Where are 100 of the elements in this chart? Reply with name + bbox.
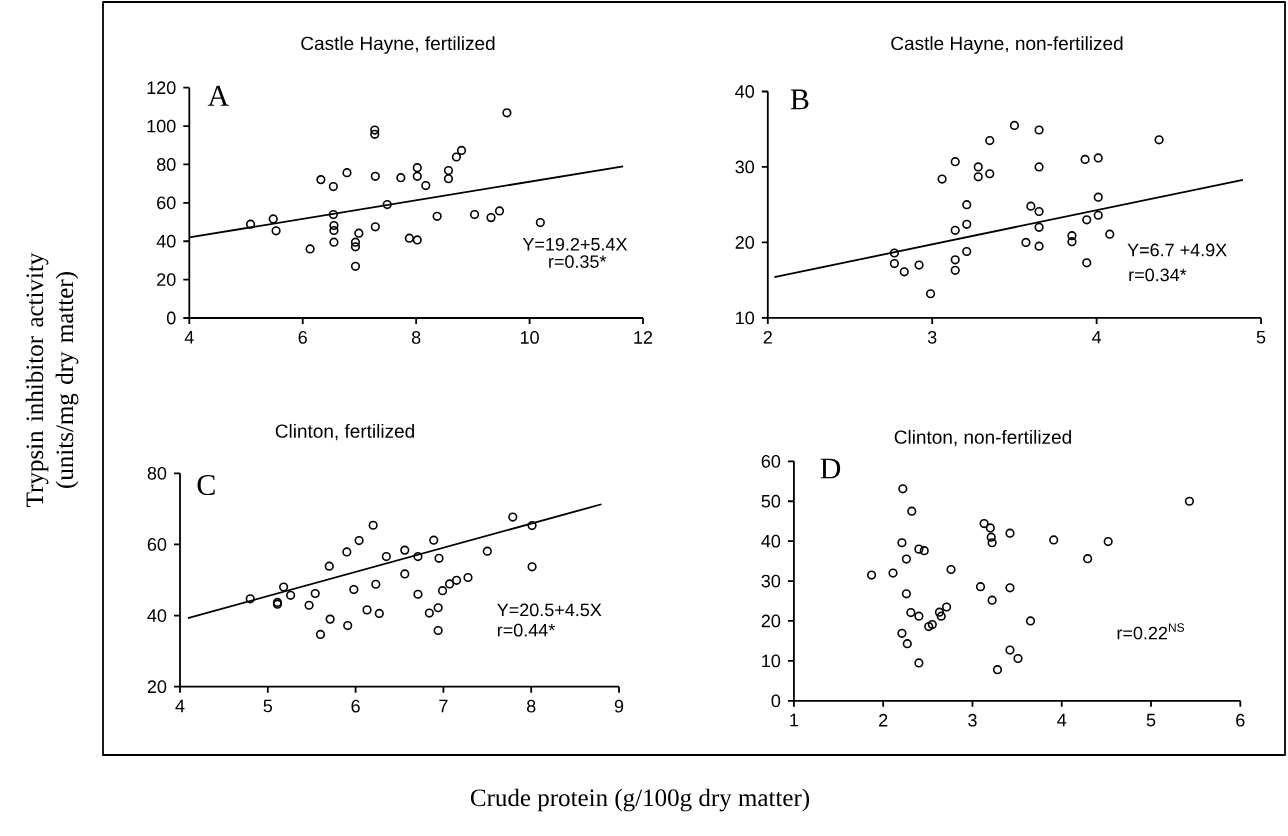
- point: [328, 209, 338, 220]
- point: [354, 228, 364, 238]
- annotation: r=0.22$^{NS}$: [1117, 623, 1185, 640]
- point: [382, 199, 392, 210]
- point: [370, 125, 380, 135]
- point: [412, 163, 422, 173]
- x-tick-label: 5: [1256, 330, 1266, 344]
- y-tick-label: 60: [147, 538, 167, 551]
- annotation: B: [790, 89, 809, 110]
- point: [901, 589, 911, 599]
- point: [1026, 201, 1036, 211]
- x-tick-label: 4: [1057, 713, 1067, 727]
- point: [919, 546, 929, 556]
- point: [898, 484, 908, 494]
- x-tick-label: 6: [1236, 713, 1245, 727]
- point: [494, 206, 505, 216]
- y-tick-label: 80: [157, 158, 176, 171]
- point: [381, 551, 391, 562]
- point: [370, 129, 380, 139]
- x-tick-label: 6: [298, 331, 307, 344]
- point: [412, 171, 422, 181]
- y-axis-title: Trypsin inhibitor activity (units/mg dry matter): [25, 252, 79, 507]
- x-tick-label: 7: [439, 699, 448, 713]
- y-tick-label: 50: [761, 494, 781, 508]
- point: [1009, 120, 1020, 131]
- point: [1093, 153, 1103, 163]
- point: [925, 289, 936, 299]
- annotation: Y=20.5+4.5X: [497, 603, 602, 617]
- point: [937, 174, 947, 184]
- point: [950, 225, 960, 235]
- point: [1103, 536, 1113, 547]
- point: [962, 219, 972, 229]
- point: [901, 554, 911, 564]
- point: [350, 242, 361, 252]
- point: [1093, 210, 1103, 220]
- y-tick-label: 10: [762, 654, 781, 668]
- point: [987, 538, 997, 548]
- y-tick-label: 40: [735, 85, 755, 98]
- point: [897, 628, 907, 638]
- point: [899, 267, 909, 277]
- point: [992, 665, 1003, 675]
- point: [897, 538, 907, 548]
- x-tick-label: 5: [263, 699, 273, 713]
- y-tick-label: 40: [147, 609, 167, 622]
- point: [979, 518, 989, 529]
- y-tick-label: 120: [147, 81, 176, 95]
- point: [1082, 215, 1092, 225]
- point: [985, 523, 995, 533]
- point: [941, 602, 952, 612]
- x-tick-label: 2: [879, 713, 888, 727]
- chart-title: Clinton, fertilized: [275, 423, 414, 441]
- y-tick-label: 20: [147, 680, 167, 694]
- x-tick-label: 3: [968, 713, 977, 727]
- point: [914, 260, 924, 270]
- point: [404, 233, 414, 243]
- y-tick-label: 20: [157, 273, 176, 286]
- point: [443, 166, 454, 176]
- x-tick-label: 8: [411, 331, 421, 344]
- y-tick-label: 40: [761, 534, 781, 548]
- point: [400, 545, 410, 555]
- point: [1184, 496, 1195, 506]
- y-tick-label: 0: [771, 694, 781, 708]
- point: [985, 169, 995, 179]
- point: [934, 607, 945, 617]
- annotation: r=0.34*: [1129, 268, 1187, 282]
- point: [413, 551, 423, 562]
- point: [310, 588, 320, 599]
- point: [354, 535, 364, 546]
- point: [888, 568, 898, 578]
- point: [349, 585, 359, 595]
- y-tick-label: 30: [735, 160, 755, 174]
- point: [451, 152, 462, 162]
- point: [271, 226, 281, 236]
- x-tick-label: 3: [927, 330, 937, 344]
- point: [962, 246, 972, 257]
- point: [396, 173, 406, 183]
- y-tick-label: 10: [736, 311, 755, 325]
- point: [914, 611, 924, 621]
- point: [1005, 528, 1015, 538]
- point: [1005, 645, 1015, 655]
- y-tick-label: 0: [166, 311, 176, 325]
- annotation: C: [197, 474, 215, 496]
- y-tick-label: 60: [761, 454, 781, 468]
- y-tick-label: 40: [156, 234, 176, 248]
- point: [328, 181, 338, 192]
- point: [975, 582, 986, 592]
- point: [268, 214, 278, 224]
- point: [914, 544, 924, 554]
- point: [433, 625, 443, 636]
- point: [950, 265, 960, 275]
- point: [444, 579, 455, 589]
- point: [316, 175, 326, 185]
- annotation: A: [207, 85, 229, 106]
- point: [502, 108, 512, 118]
- point: [907, 506, 917, 516]
- point: [1025, 616, 1036, 626]
- x-tick-label: 4: [175, 699, 185, 713]
- point: [1034, 241, 1044, 251]
- point: [329, 220, 339, 231]
- point: [1034, 162, 1044, 172]
